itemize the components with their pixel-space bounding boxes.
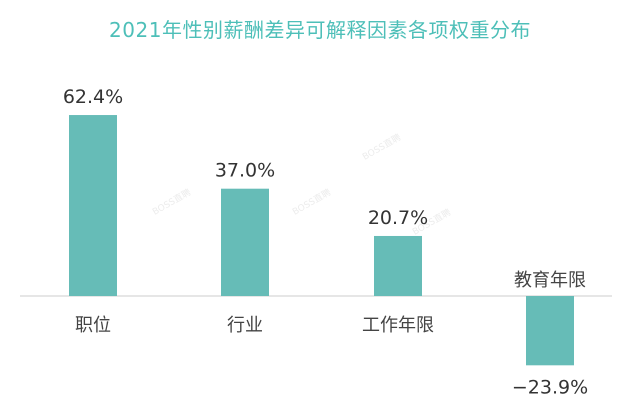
bar-3	[374, 235, 422, 296]
value-label-2: 37.0%	[215, 160, 275, 182]
value-label-4: −23.9%	[512, 376, 588, 398]
bar-4	[526, 296, 574, 366]
category-label-2: 行业	[227, 315, 263, 336]
chart-title: 2021年性别薪酬差异可解释因素各项权重分布	[109, 18, 531, 42]
category-label-3: 工作年限	[362, 315, 434, 336]
category-label-1: 职位	[75, 315, 111, 336]
bar-1	[69, 115, 117, 296]
category-label-4: 教育年限	[514, 270, 586, 291]
bar-2	[221, 188, 269, 296]
value-label-1: 62.4%	[63, 86, 123, 108]
value-label-3: 20.7%	[368, 207, 428, 229]
